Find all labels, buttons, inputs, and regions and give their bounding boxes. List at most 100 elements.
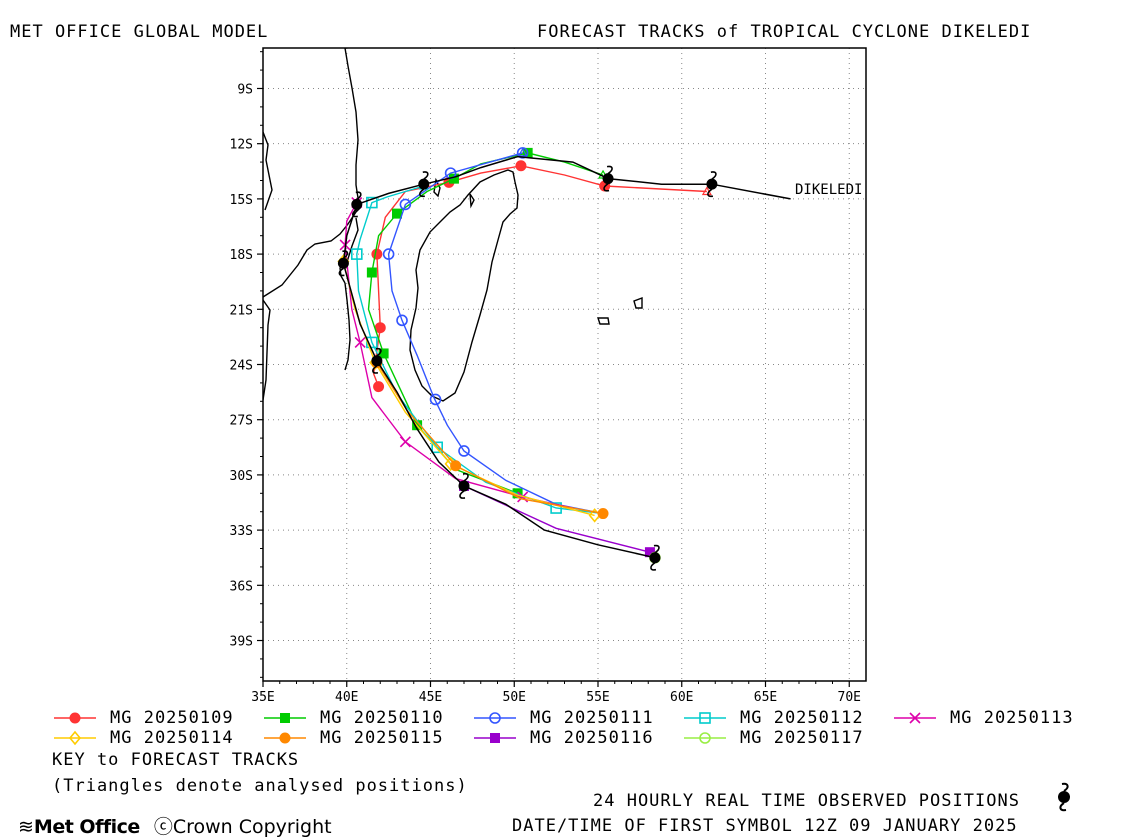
lon-tick-label: 60E — [670, 690, 693, 705]
legend-label: MG 20250109 — [110, 708, 234, 728]
observed-cyclone-symbol — [351, 191, 363, 218]
forecast-position-marker — [392, 208, 402, 219]
legend-label: MG 20250112 — [740, 708, 864, 728]
forecast-position-marker — [597, 508, 609, 520]
legend-marker — [699, 712, 711, 724]
forecast-track-line — [344, 202, 574, 509]
lat-tick-label: 12S — [230, 138, 253, 153]
forecast-position-marker — [431, 441, 444, 454]
forecast-position-marker — [515, 160, 527, 172]
met-office-copyright: ≋Met Office ⓒCrown Copyright — [18, 816, 332, 838]
lat-tick-label: 21S — [230, 303, 253, 318]
legend-swatch — [684, 712, 726, 724]
forecast-position-marker — [448, 173, 459, 184]
legend-marker — [279, 732, 291, 744]
legend-swatch — [474, 712, 516, 724]
lon-tick-label: 55E — [586, 690, 609, 705]
lon-tick-label: 50E — [503, 690, 526, 705]
forecast-position-marker — [350, 248, 363, 260]
legend-marker — [699, 732, 711, 744]
forecast-position-marker — [399, 198, 412, 211]
lat-tick-label: 18S — [230, 248, 253, 263]
forecast-track-line — [387, 152, 604, 515]
lon-tick-label: 35E — [251, 690, 274, 705]
forecast-position-marker — [378, 348, 389, 359]
storm-name-label: DIKELEDI — [795, 182, 862, 198]
forecast-position-marker — [550, 502, 562, 514]
observed-cyclone-symbol — [602, 165, 614, 192]
chart-title: FORECAST TRACKS of TROPICAL CYCLONE DIKE… — [537, 22, 1032, 42]
forecast-track-line — [342, 261, 595, 517]
forecast-tracks — [337, 147, 712, 564]
legend-key-title: KEY to FORECAST TRACKS — [52, 750, 300, 770]
forecast-position-marker — [366, 196, 378, 209]
legend-swatch — [54, 730, 96, 746]
coastline — [263, 48, 643, 402]
legend-label: MG 20250110 — [320, 708, 444, 728]
legend-label: MG 20250117 — [740, 728, 864, 748]
lat-tick-label: 39S — [230, 635, 253, 650]
lon-tick-label: 40E — [335, 690, 358, 705]
forecast-position-marker — [396, 314, 408, 327]
legend-note: (Triangles denote analysed positions) — [52, 776, 468, 796]
observed-cyclone-symbol — [337, 250, 349, 277]
legend-marker — [68, 730, 82, 746]
forecast-track-mg-20250111 — [382, 147, 604, 515]
observed-cyclone-symbol — [706, 171, 718, 198]
cyclone-symbol-icon — [1058, 782, 1070, 812]
observed-positions-text: 24 HOURLY REAL TIME OBSERVED POSITIONS — [593, 791, 1020, 811]
lat-tick-label: 33S — [230, 524, 253, 539]
observed-track-line — [342, 155, 791, 559]
forecast-track-mg-20250115 — [371, 357, 609, 520]
observed-cyclone-symbol — [649, 544, 661, 571]
graticule-grid — [262, 48, 866, 681]
lon-tick-label: 70E — [838, 690, 861, 705]
forecast-track-line — [463, 485, 651, 553]
forecast-position-marker — [516, 147, 529, 159]
legend-label: MG 20250115 — [320, 728, 444, 748]
forecast-track-line — [376, 362, 604, 515]
legend-marker — [909, 712, 921, 724]
legend-marker — [69, 712, 81, 724]
axis-ticks: 35E 40E 45E 50E 55E 60E 65E 70E 9S 12S 15S 18S 21S 24… — [230, 51, 861, 705]
forecast-position-marker — [644, 547, 655, 558]
lat-tick-label: 15S — [230, 193, 253, 208]
forecast-position-marker — [354, 336, 366, 348]
legend-label: MG 20250116 — [530, 728, 654, 748]
lat-tick-label: 27S — [230, 414, 253, 429]
observed-cyclone-symbol — [458, 472, 470, 499]
model-title: MET OFFICE GLOBAL MODEL — [10, 22, 269, 42]
forecast-track-line — [356, 185, 604, 515]
legend-swatch — [264, 732, 306, 744]
lon-tick-label: 45E — [419, 690, 442, 705]
lat-tick-label: 36S — [230, 579, 253, 594]
forecast-track-mg-20250116 — [458, 480, 655, 558]
forecast-position-marker — [399, 436, 411, 448]
legend-swatch — [684, 732, 726, 744]
lat-tick-label: 24S — [230, 359, 253, 374]
forecast-position-marker — [450, 460, 462, 472]
legend-label: MG 20250113 — [950, 708, 1074, 728]
forecast-position-marker — [374, 322, 386, 334]
forecast-position-marker — [382, 248, 395, 260]
legend-swatch — [54, 712, 96, 724]
forecast-position-marker — [458, 445, 470, 457]
legend-swatch — [474, 733, 516, 743]
legend-label: MG 20250114 — [110, 728, 234, 748]
legend-marker — [280, 713, 290, 723]
observed-cyclone-symbol — [371, 347, 383, 374]
legend-marker — [490, 733, 500, 743]
legend-marker — [489, 712, 501, 724]
analysed-position-triangle — [517, 147, 528, 157]
legend-label: MG 20250111 — [530, 708, 654, 728]
forecast-position-marker — [429, 393, 442, 406]
forecast-position-marker — [373, 381, 385, 393]
forecast-position-marker — [366, 267, 377, 278]
forecast-track-mg-20250112 — [350, 180, 604, 515]
lat-tick-label: 9S — [237, 82, 253, 97]
legend-swatch — [894, 712, 936, 724]
first-symbol-datetime: DATE/TIME OF FIRST SYMBOL 12Z 09 JANUARY… — [512, 816, 1018, 836]
lat-tick-label: 30S — [230, 469, 253, 484]
met-office-logo-icon: ≋ — [18, 816, 34, 838]
